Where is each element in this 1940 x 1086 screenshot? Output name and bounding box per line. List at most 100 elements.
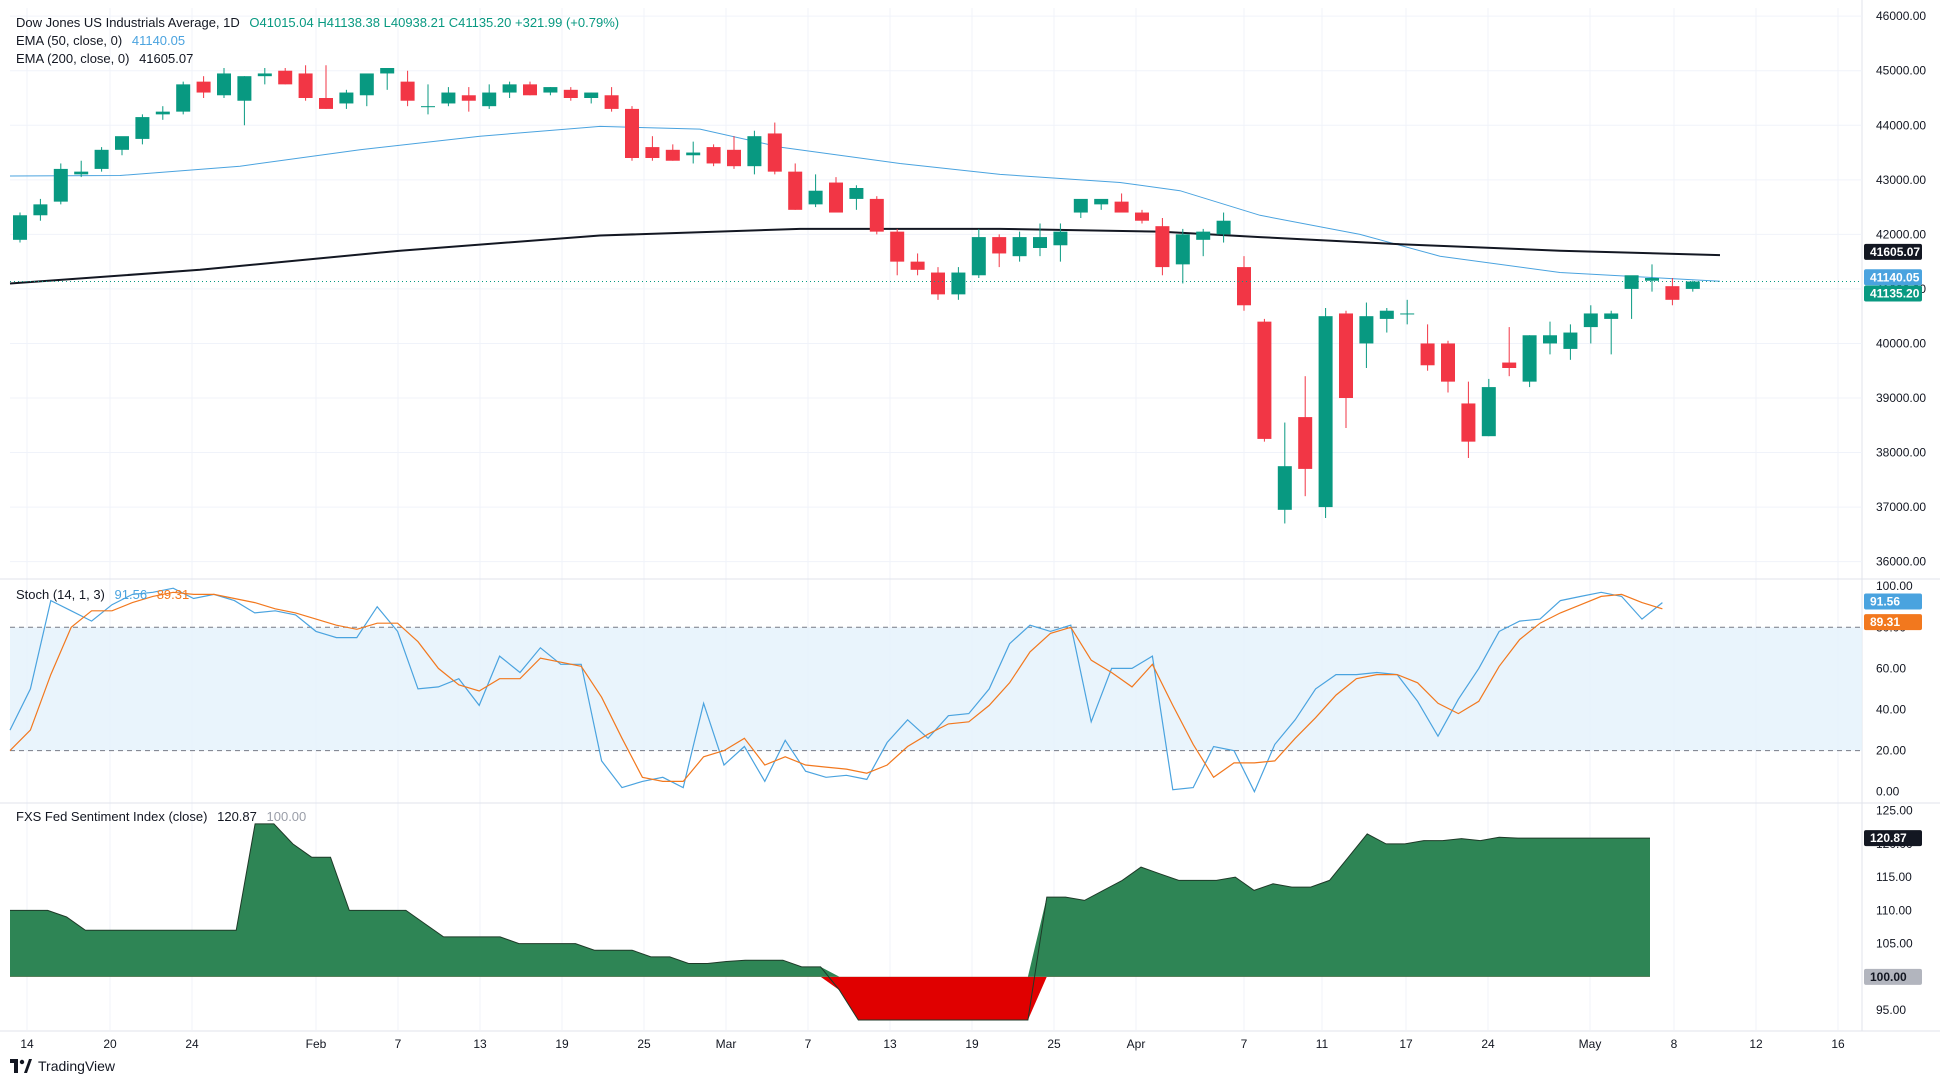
candle-body — [1665, 286, 1680, 300]
candle-body — [1216, 220, 1231, 235]
x-tick-label: 25 — [1047, 1037, 1061, 1051]
candle-body — [298, 73, 313, 98]
candle-body — [767, 133, 782, 172]
stoch-d-line — [9, 591, 1663, 782]
candle-body — [319, 98, 333, 109]
candle-body — [808, 190, 823, 205]
candle-body — [1318, 316, 1333, 508]
candle-body — [176, 84, 191, 112]
candle-body — [1543, 335, 1557, 344]
fed-value-badge-bg — [1864, 830, 1922, 847]
candle-body — [910, 261, 925, 270]
candle-body — [1583, 313, 1598, 328]
candle-body — [1012, 237, 1027, 257]
candle-body — [421, 106, 435, 108]
x-tick-label: Apr — [1127, 1037, 1146, 1051]
candle-body — [584, 92, 599, 98]
candle-body — [1175, 234, 1190, 265]
candle-body — [257, 73, 272, 77]
candle-body — [461, 95, 476, 101]
fed-positive-area — [10, 823, 1650, 977]
fed-tick-label: 110.00 — [1876, 903, 1912, 917]
candle-body — [1135, 212, 1149, 221]
stoch-d-badge-bg — [1864, 614, 1922, 631]
fed-baseline-badge: 100.00 — [1870, 970, 1907, 984]
candle-body — [1379, 310, 1394, 319]
x-tick-label: 7 — [1241, 1037, 1248, 1051]
stoch-legend: Stoch (14, 1, 3) 91.56 89.31 — [16, 586, 189, 604]
stoch-k-badge-bg — [1864, 593, 1922, 610]
candle-body — [1257, 321, 1272, 439]
fed-baseline: 100.00 — [266, 809, 307, 824]
ohlc-low: L40938.21 — [383, 15, 446, 30]
candle-body — [155, 111, 170, 115]
stoch-tick-label: 20.00 — [1876, 744, 1906, 758]
stoch-tick-label: 40.00 — [1876, 703, 1906, 717]
candle-body — [563, 89, 578, 98]
ema50-price-badge-bg — [1864, 269, 1922, 286]
x-tick-label: 19 — [555, 1037, 569, 1051]
candle-body — [727, 149, 741, 167]
stoch-k-badge: 91.56 — [1870, 595, 1900, 609]
ema50-value: 41140.05 — [131, 33, 186, 48]
price-tick-label: 36000.00 — [1876, 555, 1926, 569]
ema200-price-badge: 41605.07 — [1870, 245, 1920, 259]
fed-tick-label: 125.00 — [1876, 804, 1913, 818]
x-tick-label: Feb — [306, 1037, 327, 1051]
ema200-legend: EMA (200, close, 0) 41605.07 — [16, 50, 193, 68]
candle-body — [543, 87, 558, 93]
symbol-title: Dow Jones US Industrials Average, 1D — [16, 15, 240, 30]
candle-body — [1155, 226, 1170, 268]
fed-baseline-badge-bg — [1864, 968, 1922, 985]
candle-body — [1441, 343, 1455, 382]
candle-body — [53, 168, 68, 202]
candle-body — [1420, 343, 1435, 366]
candle-body — [829, 182, 843, 213]
price-tick-label: 38000.00 — [1876, 446, 1926, 460]
ema50-price-badge: 41140.05 — [1870, 270, 1920, 284]
tradingview-brand-label: TradingView — [38, 1058, 116, 1074]
x-tick-label: 24 — [1481, 1037, 1495, 1051]
price-tick-label: 46000.00 — [1876, 9, 1926, 23]
ohlc-open: O41015.04 — [249, 15, 314, 30]
candle-body — [1298, 417, 1313, 469]
x-tick-label: 14 — [20, 1037, 34, 1051]
candle-body — [115, 136, 129, 150]
fed-negative-area — [10, 976, 1650, 1020]
stoch-tick-label: 100.00 — [1876, 579, 1913, 593]
ema200-label: EMA (200, close, 0) — [16, 51, 130, 66]
fed-legend: FXS Fed Sentiment Index (close) 120.87 1… — [16, 808, 306, 826]
price-tick-label: 37000.00 — [1876, 500, 1926, 514]
x-tick-label: 16 — [1831, 1037, 1845, 1051]
candle-body — [1359, 316, 1374, 344]
candle-body — [1196, 231, 1211, 240]
candle-body — [931, 272, 945, 295]
x-tick-label: 13 — [473, 1037, 487, 1051]
candle-body — [1645, 278, 1659, 281]
ema50-line — [9, 125, 1721, 282]
main-legend: Dow Jones US Industrials Average, 1D O41… — [16, 14, 619, 32]
ema200-line — [9, 227, 1721, 285]
ohlc-change: +321.99 (+0.79%) — [515, 15, 620, 30]
candle-body — [1522, 335, 1537, 382]
candle-body — [278, 70, 293, 85]
fed-value-badge: 120.87 — [1870, 831, 1907, 845]
candle-body — [196, 81, 211, 93]
candle-body — [237, 76, 252, 101]
candle-body — [33, 204, 48, 216]
candle-body — [1502, 362, 1517, 368]
candle-body — [604, 95, 619, 109]
tradingview-brand[interactable]: TradingView — [10, 1058, 115, 1074]
candle-body — [686, 152, 701, 156]
price-tick-label: 40000.00 — [1876, 336, 1926, 350]
x-tick-label: 7 — [395, 1037, 402, 1051]
candle-body — [1114, 201, 1129, 213]
stoch-tick-label: 0.00 — [1876, 785, 1900, 799]
stoch-tick-label: 60.00 — [1876, 661, 1906, 675]
ema50-label: EMA (50, close, 0) — [16, 33, 123, 48]
price-tick-label: 43000.00 — [1876, 173, 1926, 187]
candle-body — [1053, 231, 1068, 246]
candle-body — [1604, 313, 1619, 319]
fed-label: FXS Fed Sentiment Index (close) — [16, 809, 208, 824]
